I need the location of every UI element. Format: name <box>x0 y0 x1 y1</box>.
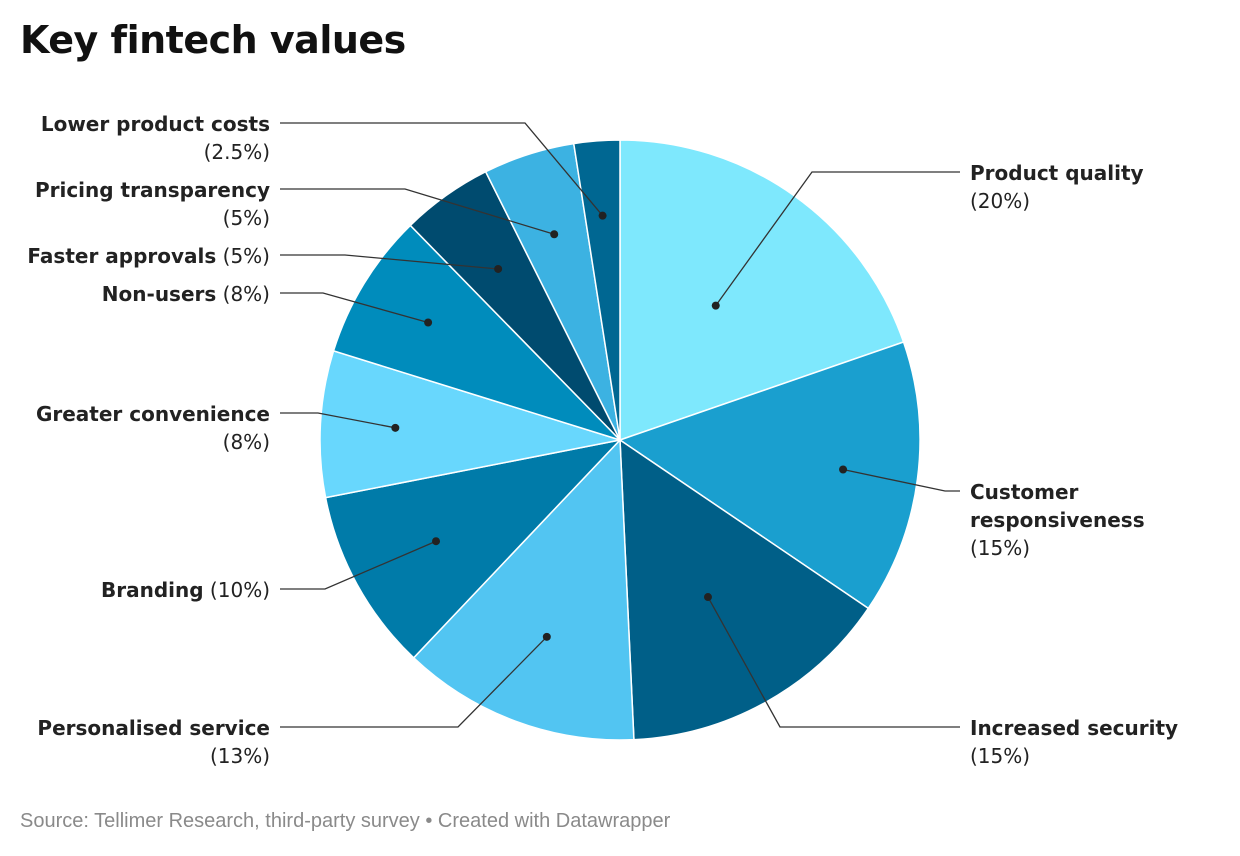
leader-dot-product-quality <box>711 301 720 310</box>
leader-dot-pricing-transparency <box>550 230 559 239</box>
slice-label-non-users: Non-users (8%) <box>102 282 270 306</box>
credit-link[interactable]: Created with Datawrapper <box>437 810 671 832</box>
slice-label-lower-product-costs: (2.5%) <box>204 140 270 164</box>
slice-label-personalised-service: Personalised service <box>37 716 270 740</box>
chart-footer: Source: Tellimer Research, third-party s… <box>20 810 670 833</box>
slice-customer-responsiveness <box>618 341 921 610</box>
slice-label-pricing-transparency: Pricing transparency <box>35 178 270 202</box>
slice-label-product-quality: (20%) <box>970 189 1030 213</box>
slice-value-label: (15%) <box>970 536 1030 560</box>
slice-name-label: Customer <box>970 480 1079 504</box>
slice-name-label: Product quality <box>970 161 1144 185</box>
slice-name-label: Pricing transparency <box>35 178 270 202</box>
leader-dot-increased-security <box>703 593 712 602</box>
leader-dot-faster-approvals <box>494 264 503 273</box>
slice-value-label: (2.5%) <box>204 140 270 164</box>
slice-label-greater-convenience: Greater convenience <box>36 402 270 426</box>
slice-name-label: Non-users <box>102 282 217 306</box>
leader-dot-lower-product-costs <box>598 211 607 220</box>
leader-line-faster-approvals <box>280 254 499 270</box>
slice-non-users <box>332 224 621 441</box>
slice-lower-product-costs <box>572 139 621 441</box>
leader-line-personalised-service <box>280 636 548 728</box>
slice-name-label: responsiveness <box>970 508 1145 532</box>
slice-label-customer-responsiveness: (15%) <box>970 536 1030 560</box>
leader-dot-greater-convenience <box>391 423 400 432</box>
slice-value-label: (5%) <box>223 206 270 230</box>
slice-value-label: (13%) <box>210 744 270 768</box>
leader-dot-customer-responsiveness <box>839 465 848 474</box>
leader-dot-personalised-service <box>542 632 551 641</box>
slice-label-product-quality: Product quality <box>970 161 1144 185</box>
slice-name-label: Branding <box>101 578 204 602</box>
slice-label-greater-convenience: (8%) <box>223 430 270 454</box>
slice-greater-convenience <box>319 349 621 499</box>
slice-name-label: Increased security <box>970 716 1178 740</box>
pie-chart: Product quality (20%) Customer responsivene… <box>27 112 1178 768</box>
leader-dot-non-users <box>424 318 433 327</box>
leader-line-non-users <box>280 292 429 324</box>
leader-line-product-quality <box>715 171 960 306</box>
slice-value-label: (15%) <box>970 744 1030 768</box>
slice-value-label: (8%) <box>216 282 270 306</box>
slice-product-quality <box>619 139 905 442</box>
leader-line-pricing-transparency <box>280 188 555 235</box>
slice-label-pricing-transparency: (5%) <box>223 206 270 230</box>
slice-label-increased-security: Increased security <box>970 716 1178 740</box>
source-note: Source: Tellimer Research, third-party s… <box>20 810 420 832</box>
slice-label-personalised-service: (13%) <box>210 744 270 768</box>
slice-label-increased-security: (15%) <box>970 744 1030 768</box>
slice-value-label: (20%) <box>970 189 1030 213</box>
slice-label-branding: Branding (10%) <box>101 578 270 602</box>
chart-title: Key fintech values <box>20 18 406 62</box>
slice-label-faster-approvals: Faster approvals (5%) <box>27 244 270 268</box>
slice-name-label: Faster approvals <box>27 244 216 268</box>
slice-personalised-service <box>412 438 635 741</box>
leader-lines <box>280 122 960 728</box>
slice-branding <box>324 438 623 659</box>
slice-name-label: Personalised service <box>37 716 270 740</box>
slice-label-customer-responsiveness: Customer <box>970 480 1079 504</box>
slice-labels: Product quality (20%) Customer responsivene… <box>27 112 1178 768</box>
leader-line-branding <box>280 540 437 590</box>
slice-value-label: (8%) <box>223 430 270 454</box>
leader-dot-branding <box>432 537 441 546</box>
leader-line-increased-security <box>707 596 960 728</box>
slice-value-label: (5%) <box>216 244 270 268</box>
leader-line-greater-convenience <box>280 412 396 429</box>
slice-value-label: (10%) <box>204 578 270 602</box>
pie-slices <box>319 139 921 741</box>
leader-line-customer-responsiveness <box>842 468 960 492</box>
slice-name-label: Lower product costs <box>41 112 270 136</box>
slice-name-label: Greater convenience <box>36 402 270 426</box>
slice-label-customer-responsiveness: responsiveness <box>970 508 1145 532</box>
slice-label-lower-product-costs: Lower product costs <box>41 112 270 136</box>
footer-separator: • <box>425 810 433 832</box>
leader-line-lower-product-costs <box>280 122 604 217</box>
